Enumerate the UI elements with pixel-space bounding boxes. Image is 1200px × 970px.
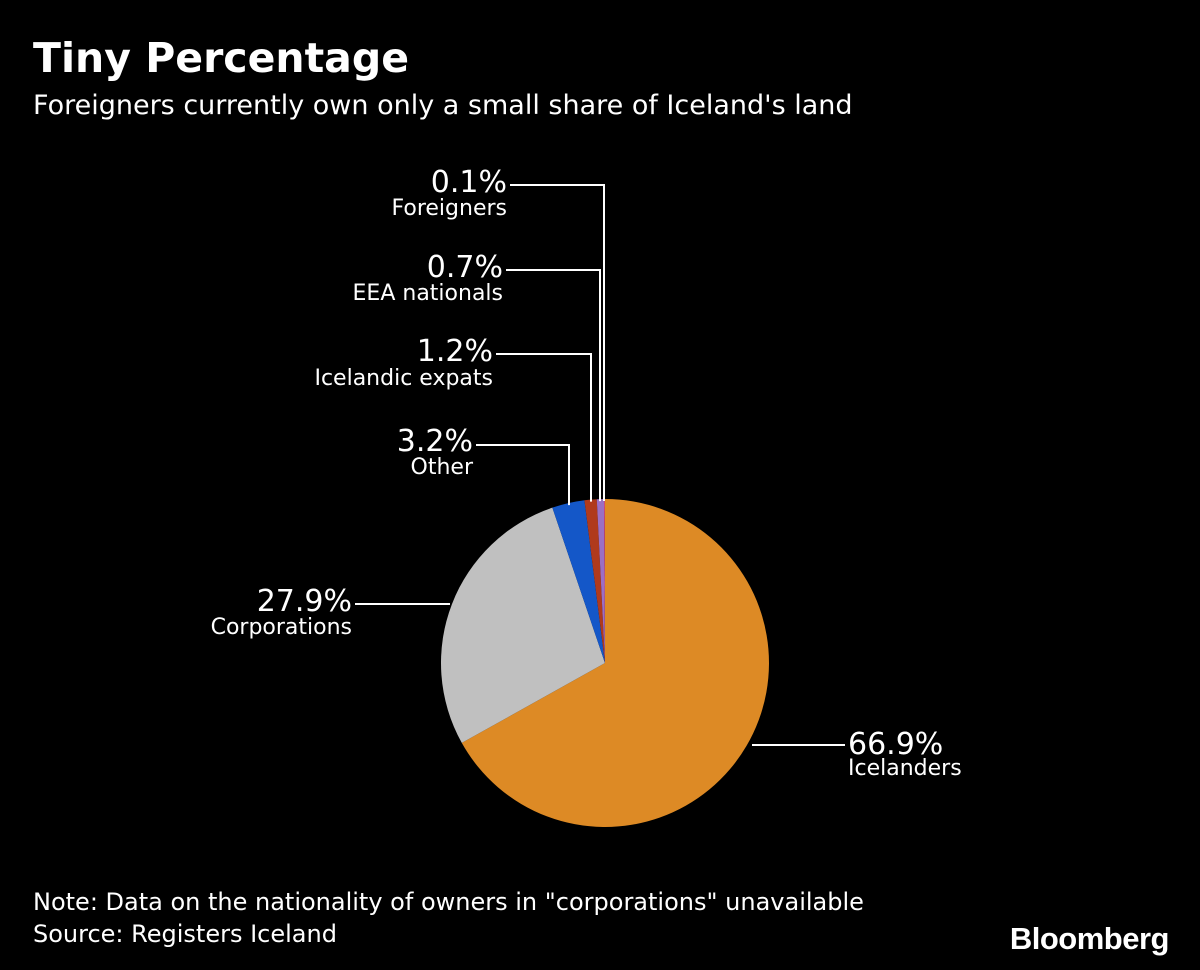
pie-chart: 66.9%Icelanders 27.9%Corporations 3.2%Othe… bbox=[211, 165, 962, 827]
pie-slice-other bbox=[552, 500, 605, 663]
pie-slice-icelandic-expats bbox=[584, 499, 605, 663]
slice-name-foreigners: Foreigners bbox=[392, 196, 508, 221]
slice-name-icelandic-expats: Icelandic expats bbox=[314, 366, 493, 391]
slice-name-corporations: Corporations bbox=[211, 615, 352, 640]
bloomberg-logo: Bloomberg bbox=[1009, 921, 1170, 956]
slice-value-icelandic-expats: 1.2% bbox=[417, 334, 493, 369]
slice-value-corporations: 27.9% bbox=[257, 584, 352, 619]
slice-name-other: Other bbox=[411, 455, 474, 480]
slice-name-eea-nationals: EEA nationals bbox=[353, 281, 503, 306]
slice-value-icelanders: 66.9% bbox=[848, 727, 943, 762]
chart-subtitle: Foreigners currently own only a small sh… bbox=[33, 90, 853, 121]
slice-value-foreigners: 0.1% bbox=[431, 165, 507, 200]
slice-name-icelanders: Icelanders bbox=[848, 756, 962, 781]
leader-line-other bbox=[476, 444, 570, 506]
leader-lines bbox=[355, 184, 845, 746]
slice-labels: 66.9%Icelanders 27.9%Corporations 3.2%Othe… bbox=[211, 165, 962, 781]
pie-slice-corporations bbox=[440, 507, 605, 743]
chart-note: Note: Data on the nationality of owners … bbox=[33, 888, 864, 916]
slice-value-other: 3.2% bbox=[397, 424, 473, 459]
pie-slice-foreigners bbox=[603, 498, 605, 663]
pie-slice-icelanders bbox=[461, 499, 769, 827]
leader-line-icelandic-expats bbox=[496, 353, 592, 502]
slice-value-eea-nationals: 0.7% bbox=[427, 250, 503, 285]
leader-line-foreigners bbox=[510, 184, 605, 502]
pie-slices bbox=[440, 498, 769, 827]
pie-slice-eea-nationals bbox=[596, 499, 605, 663]
leader-line-eea-nationals bbox=[506, 269, 601, 502]
chart-source: Source: Registers Iceland bbox=[33, 920, 337, 948]
chart-title: Tiny Percentage bbox=[33, 34, 410, 82]
